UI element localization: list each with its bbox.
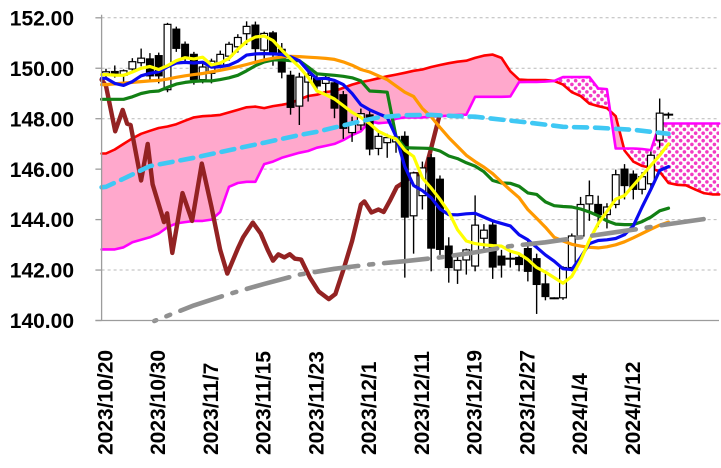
dark-red-line	[99, 77, 442, 302]
candle-body	[365, 114, 374, 150]
y-axis-label: 148.00	[10, 108, 74, 131]
y-axis-label: 140.00	[10, 310, 74, 333]
candle-body	[330, 82, 339, 109]
candle-body	[137, 57, 146, 64]
candle-body	[181, 43, 190, 59]
candle-body	[154, 55, 163, 77]
candle-body	[515, 256, 524, 266]
candle-body	[453, 259, 462, 271]
y-axis-label: 142.00	[10, 260, 74, 283]
x-axis-label: 2023/11/15	[253, 351, 276, 455]
candle-body	[567, 235, 576, 269]
candle-body	[383, 137, 392, 144]
yellow-line	[100, 34, 671, 285]
candle-doji-body	[549, 297, 559, 300]
x-axis-label: 2023/10/20	[94, 350, 117, 455]
dark-red-volatile	[99, 77, 442, 302]
candle-body	[409, 172, 418, 217]
candle-body	[585, 195, 594, 205]
orange-line	[100, 54, 671, 250]
cloud-bullish-area	[101, 54, 556, 250]
ichimoku-cloud	[101, 54, 719, 250]
candle-body	[374, 135, 383, 150]
y-axis-label: 146.00	[10, 159, 74, 182]
candle-doji-body	[663, 113, 674, 116]
x-axis-label: 2023/10/30	[147, 350, 170, 455]
x-axis-label: 2023/11/23	[305, 351, 328, 455]
candle-body	[128, 61, 137, 70]
cloud-bearish-area	[624, 123, 719, 195]
y-axis-label: 150.00	[10, 58, 74, 81]
candle-doji-body	[505, 257, 515, 260]
green-line	[100, 58, 671, 227]
candle-body	[655, 112, 664, 141]
candle-body	[532, 258, 541, 286]
cloud-bearish-area	[555, 77, 611, 112]
x-axis-label: 2024/1/12	[622, 362, 645, 455]
blue-line	[100, 52, 671, 272]
candle-body	[497, 255, 506, 266]
x-axis-label: 2023/12/11	[411, 351, 434, 455]
axis-labels: 152.00 150.00 148.00 146.00 144.00 142.00 140.…	[10, 7, 645, 455]
candle-body	[444, 245, 453, 269]
candle-body	[435, 178, 444, 250]
candle-body	[163, 23, 172, 91]
candle-body	[286, 74, 295, 108]
y-axis-label: 144.00	[10, 209, 74, 232]
x-axis-label: 2024/1/4	[569, 373, 592, 455]
candle-body	[471, 224, 480, 267]
candle-body	[242, 25, 251, 35]
cyan-dashed	[99, 112, 671, 190]
candle-body	[233, 36, 242, 48]
candle-body	[260, 32, 269, 51]
x-axis-label: 2023/11/7	[200, 363, 223, 455]
candle-body	[620, 168, 629, 187]
candle-body	[339, 94, 348, 129]
candle-body	[611, 174, 620, 206]
candle-body	[479, 229, 488, 239]
indicator-lines	[99, 34, 706, 324]
y-axis-label: 152.00	[10, 7, 74, 30]
candle-body	[541, 283, 550, 298]
candle-body	[172, 28, 181, 49]
x-axis-label: 2023/12/27	[516, 350, 539, 455]
candle-body	[295, 76, 304, 107]
axes	[95, 14, 719, 322]
gray-dashdot	[152, 216, 706, 324]
x-axis-label: 2023/12/19	[464, 350, 487, 455]
span-a-red	[100, 53, 721, 196]
candle-body	[189, 53, 198, 81]
x-axis-label: 2023/12/1	[358, 361, 381, 455]
